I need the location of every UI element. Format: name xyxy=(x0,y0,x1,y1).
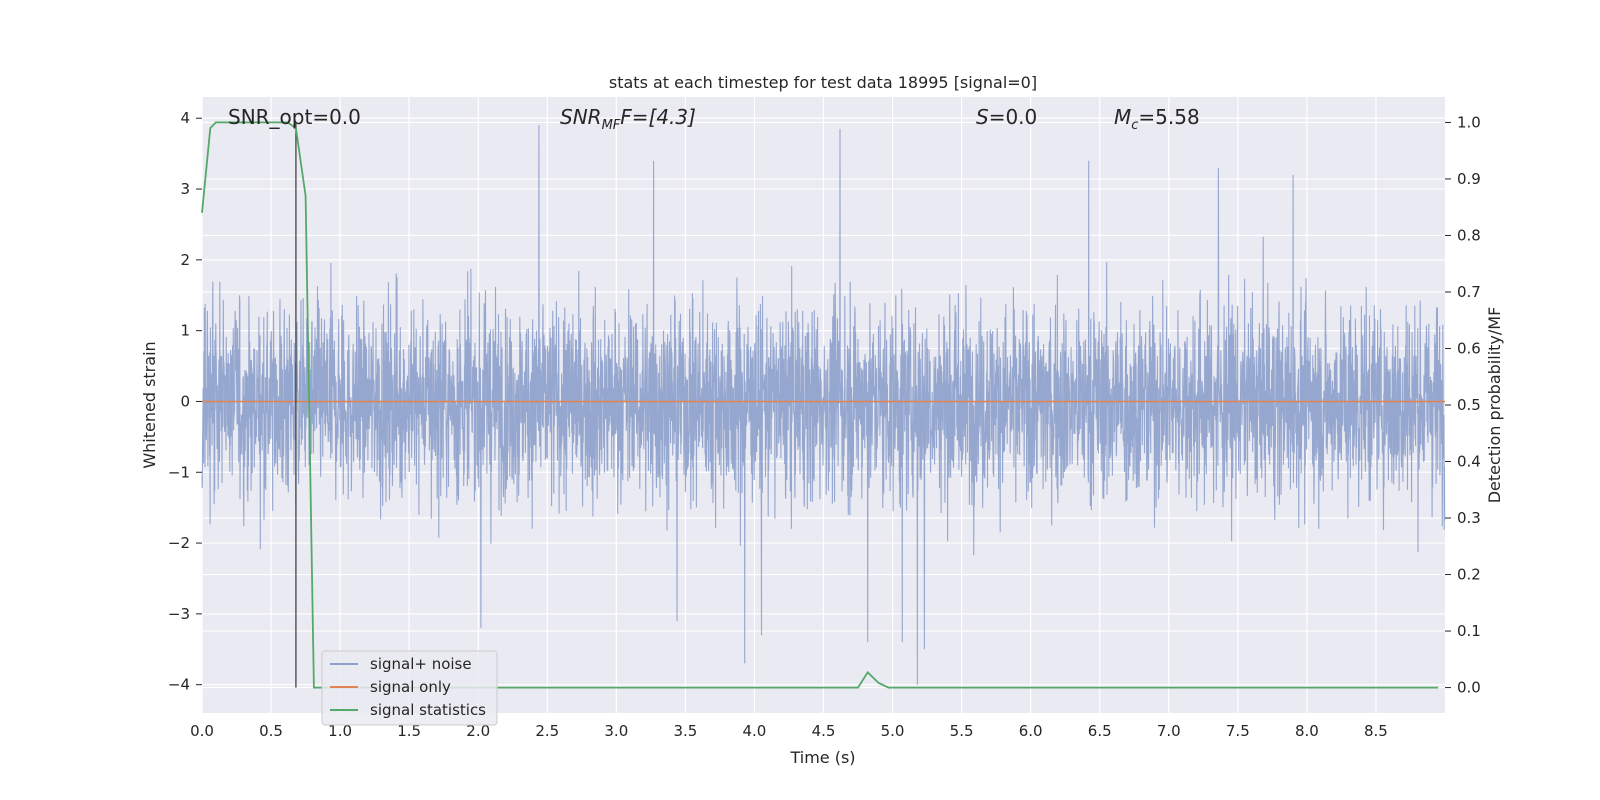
y-tick-label-right: 0.9 xyxy=(1457,170,1481,188)
x-tick-label: 6.5 xyxy=(1088,722,1112,740)
x-tick-label: 8.0 xyxy=(1295,722,1319,740)
x-tick-label: 7.0 xyxy=(1157,722,1181,740)
series-signal-statistics xyxy=(201,121,1439,689)
legend: signal+ noise signal only signal statist… xyxy=(321,650,498,726)
y-tick-label-left: 4 xyxy=(180,109,190,127)
legend-box xyxy=(321,650,498,726)
annotation-s: S=0.0 xyxy=(976,105,1037,129)
annotation-snr-mf-main: SNR xyxy=(560,105,602,129)
y-tick-label-left: 0 xyxy=(180,392,190,410)
annotation-mc: Mc=5.58 xyxy=(1114,105,1200,133)
annotation-mc-rest: =5.58 xyxy=(1138,105,1199,129)
annotation-mc-sub: c xyxy=(1131,118,1138,133)
annotation-snr-mf: SNRMFF=[4.3] xyxy=(560,105,696,133)
x-tick-label: 2.5 xyxy=(535,722,559,740)
y-tick-label-right: 0.3 xyxy=(1457,509,1481,527)
x-tick-label: 4.0 xyxy=(743,722,767,740)
x-tick-label: 6.0 xyxy=(1019,722,1043,740)
y-tick-label-right: 0.4 xyxy=(1457,453,1481,471)
legend-label-signal-statistics: signal statistics xyxy=(370,701,486,719)
y-tick-label-left: −4 xyxy=(168,676,190,694)
y-axis-label-left: Whitened strain xyxy=(140,341,159,468)
x-tick-label: 5.0 xyxy=(881,722,905,740)
annotation-snr-opt: SNR_opt=0.0 xyxy=(228,105,361,129)
x-tick-label: 7.5 xyxy=(1226,722,1250,740)
annotation-snr-mf-rest: F=[4.3] xyxy=(620,105,696,129)
x-tick-label: 1.0 xyxy=(328,722,352,740)
legend-label-signal-noise: signal+ noise xyxy=(370,655,472,673)
y-tick-label-left: 3 xyxy=(180,180,190,198)
x-tick-label: 0.0 xyxy=(190,722,214,740)
x-tick-label: 2.0 xyxy=(466,722,490,740)
y-tick-label-right: 0.6 xyxy=(1457,339,1481,357)
y-tick-label-left: −3 xyxy=(168,605,190,623)
annotation-s-main: S xyxy=(976,105,989,129)
ticks: 0.0 0.5 1.0 1.5 2.0 2.5 3.0 3.5 4.0 4.5 5.0 5.5 6.0 6… xyxy=(168,109,1481,740)
series-layer xyxy=(201,121,1446,689)
y-tick-label-right: 1.0 xyxy=(1457,113,1481,131)
y-axis-label-right: Detection probability/MF xyxy=(1485,307,1504,504)
y-tick-label-right: 0.7 xyxy=(1457,283,1481,301)
y-tick-label-right: 0.0 xyxy=(1457,679,1481,697)
y-tick-label-left: −1 xyxy=(168,463,190,481)
series-signal-noise xyxy=(201,125,1446,685)
x-tick-label: 4.5 xyxy=(812,722,836,740)
y-tick-label-left: 1 xyxy=(180,322,190,340)
annotation-mc-main: M xyxy=(1114,105,1131,129)
y-tick-label-right: 0.5 xyxy=(1457,396,1481,414)
y-tick-label-right: 0.8 xyxy=(1457,226,1481,244)
x-tick-label: 8.5 xyxy=(1364,722,1388,740)
x-tick-label: 3.5 xyxy=(673,722,697,740)
x-tick-label: 3.0 xyxy=(604,722,628,740)
annotation-snr-mf-sub: MF xyxy=(602,118,621,133)
x-tick-label: 1.5 xyxy=(397,722,421,740)
legend-label-signal-only: signal only xyxy=(370,678,451,696)
y-tick-label-left: 2 xyxy=(180,251,190,269)
chart-title: stats at each timestep for test data 189… xyxy=(609,73,1037,92)
y-tick-label-right: 0.1 xyxy=(1457,622,1481,640)
x-axis-label: Time (s) xyxy=(789,748,855,767)
x-tick-label: 0.5 xyxy=(259,722,283,740)
x-tick-label: 5.5 xyxy=(950,722,974,740)
y-tick-label-left: −2 xyxy=(168,534,190,552)
annotation-s-rest: =0.0 xyxy=(989,105,1038,129)
y-tick-label-right: 0.2 xyxy=(1457,566,1481,584)
